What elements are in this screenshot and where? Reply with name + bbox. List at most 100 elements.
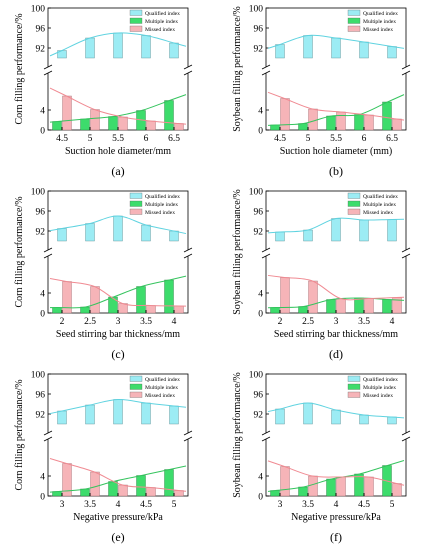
y-tick-label: 92 [36, 45, 46, 55]
trend-missed [267, 460, 405, 486]
bar-multiple [298, 486, 308, 497]
bar-multiple [354, 114, 364, 131]
legend-qualified-swatch [129, 375, 143, 382]
legend-multiple-swatch [129, 200, 143, 207]
y-tick-label: 0 [258, 310, 263, 320]
x-tick-label: 3 [334, 317, 339, 327]
y-tick-label: 4 [40, 107, 45, 117]
bar-qualified [141, 224, 151, 242]
y-axis-label: Soybean filling performance/% [232, 6, 243, 132]
trend-multiple [267, 297, 405, 309]
trend-qualified [49, 32, 187, 57]
y-axis-label: Corn filling performance/% [14, 196, 25, 307]
bar-missed [364, 114, 374, 131]
y-tick-label: 4 [258, 107, 263, 117]
axis-break-mark [261, 436, 271, 442]
legend-qualified-swatch [347, 9, 361, 16]
x-axis-label: Negative pressure/kPa [73, 512, 163, 523]
bar-multiple [136, 286, 146, 314]
x-axis-label: Negative pressure/kPa [291, 512, 381, 523]
bar-qualified [331, 37, 341, 59]
x-tick-label: 3.5 [140, 317, 152, 327]
legend-multiple-swatch [347, 17, 361, 24]
x-tick-label: 5 [306, 134, 311, 144]
legend-multiple-label: Multiple index [363, 385, 396, 391]
legend-multiple-swatch [347, 383, 361, 390]
y-tick-label: 92 [36, 411, 46, 421]
axis-break-mark [43, 64, 53, 70]
x-tick-label: 2.5 [84, 317, 96, 327]
y-tick-label: 96 [254, 208, 264, 218]
y-tick-label: 100 [249, 371, 264, 381]
y-tick-label: 0 [40, 310, 45, 320]
y-tick-label: 0 [40, 127, 45, 137]
bar-qualified [387, 46, 397, 59]
bar-multiple [136, 475, 146, 497]
axis-break-mark [43, 253, 53, 259]
bar-qualified [85, 404, 95, 425]
bar-multiple [354, 297, 364, 314]
panel-caption: (d) [329, 347, 343, 361]
x-tick-label: 4.5 [274, 134, 286, 144]
trend-missed [49, 458, 187, 492]
axis-break-gap [402, 433, 410, 439]
x-tick-label: 5 [88, 134, 93, 144]
legend-missed-label: Missed index [363, 27, 393, 33]
y-tick-label: 4 [40, 290, 45, 300]
legend-qualified-label: Qualified index [363, 376, 398, 383]
bar-qualified [359, 219, 369, 242]
y-tick-label: 4 [258, 473, 263, 483]
bar-multiple [298, 123, 308, 131]
bar-missed [308, 280, 318, 314]
trend-qualified [267, 34, 405, 49]
x-tick-label: 4 [334, 500, 339, 510]
chart-panel-c: 92 96 100 0 4 2 2.5 3 3.5 4 Qualified index Multipl… [14, 188, 193, 340]
axis-break-mark [183, 64, 193, 70]
bar-qualified [331, 409, 341, 425]
trend-missed [267, 91, 405, 121]
axis-break-mark [43, 70, 53, 76]
chart-panel-f: 92 96 100 0 4 3 3.5 4 4.5 5 Qualified index Multipl… [232, 371, 411, 523]
bar-qualified [57, 410, 67, 425]
legend-missed-swatch [347, 208, 361, 215]
axis-break-mark [401, 436, 411, 442]
bar-multiple [354, 473, 364, 497]
x-tick-label: 4.5 [56, 134, 68, 144]
legend-missed-label: Missed index [145, 393, 175, 399]
bar-missed [308, 475, 318, 497]
legend-multiple-swatch [347, 200, 361, 207]
legend-missed-swatch [129, 208, 143, 215]
x-tick-label: 2 [278, 317, 283, 327]
legend-missed-label: Missed index [145, 210, 175, 216]
bar-qualified [303, 229, 313, 242]
bar-multiple [52, 121, 62, 131]
x-tick-label: 3.5 [302, 500, 314, 510]
x-tick-label: 2 [60, 317, 65, 327]
axis-break-mark [183, 247, 193, 253]
bar-missed [90, 471, 100, 497]
y-tick-label: 92 [36, 228, 46, 238]
legend-missed-label: Missed index [145, 27, 175, 33]
bar-qualified [303, 402, 313, 425]
y-tick-label: 92 [254, 228, 264, 238]
x-tick-label: 5 [390, 500, 395, 510]
axis-break-mark [401, 430, 411, 436]
axis-break-mark [261, 430, 271, 436]
legend-missed-swatch [347, 391, 361, 398]
axis-break-mark [401, 247, 411, 253]
x-tick-label: 3 [278, 500, 283, 510]
axis-break-mark [43, 436, 53, 442]
bar-missed [146, 487, 156, 497]
bar-qualified [113, 399, 123, 425]
bar-qualified [169, 405, 179, 425]
y-tick-label: 0 [40, 493, 45, 503]
legend-qualified-swatch [129, 9, 143, 16]
bar-qualified [331, 218, 341, 242]
bar-qualified [303, 35, 313, 59]
axis-break-gap [402, 67, 410, 73]
axis-break-gap [44, 250, 52, 256]
trend-multiple [49, 94, 187, 123]
bar-missed [364, 476, 374, 497]
chart-panel-e: 92 96 100 0 4 3 3.5 4 4.5 5 Qualified index Multipl… [14, 371, 193, 523]
